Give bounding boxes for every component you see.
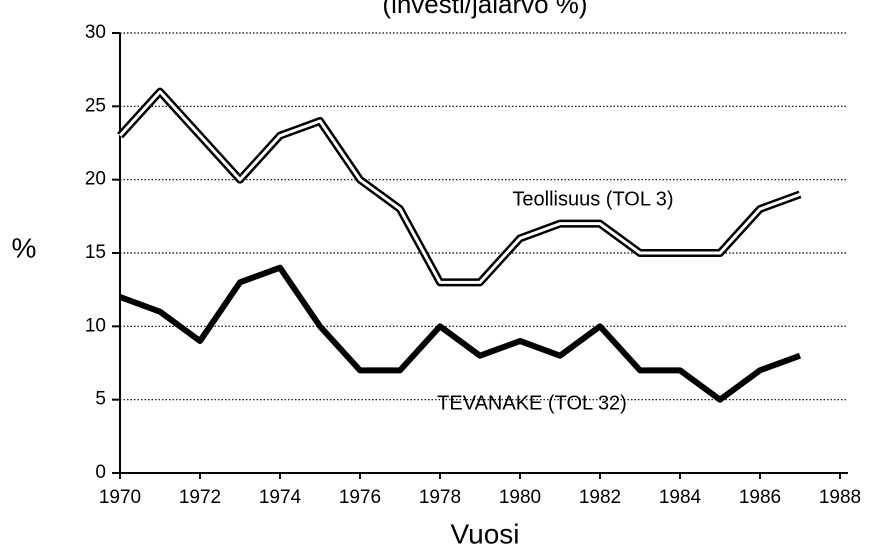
x-tick-label: 1976 bbox=[339, 487, 381, 508]
series-line bbox=[118, 90, 801, 284]
y-tick-label: 10 bbox=[85, 315, 106, 336]
series-label: TEVANAKE (TOL 32) bbox=[437, 392, 627, 414]
x-tick-label: 1988 bbox=[819, 487, 861, 508]
x-axis-label: Vuosi bbox=[450, 518, 519, 549]
series-label: Teollisuus (TOL 3) bbox=[512, 188, 673, 210]
x-tick-label: 1970 bbox=[99, 487, 141, 508]
y-tick-label: 30 bbox=[85, 22, 106, 43]
y-axis-label: % bbox=[12, 232, 37, 263]
chart-title: (investi/jalarvo %) bbox=[382, 0, 587, 19]
x-tick-label: 1972 bbox=[179, 487, 221, 508]
x-tick-label: 1974 bbox=[259, 487, 302, 508]
x-tick-label: 1978 bbox=[419, 487, 461, 508]
y-tick-label: 15 bbox=[85, 242, 106, 263]
y-tick-label: 20 bbox=[85, 169, 106, 190]
y-tick-label: 5 bbox=[95, 389, 106, 410]
x-tick-label: 1982 bbox=[579, 487, 621, 508]
series-line bbox=[118, 264, 802, 403]
y-tick-label: 25 bbox=[85, 95, 106, 116]
y-tick-label: 0 bbox=[95, 462, 106, 483]
x-tick-label: 1980 bbox=[499, 487, 541, 508]
x-tick-label: 1986 bbox=[739, 487, 781, 508]
x-tick-label: 1984 bbox=[659, 487, 702, 508]
